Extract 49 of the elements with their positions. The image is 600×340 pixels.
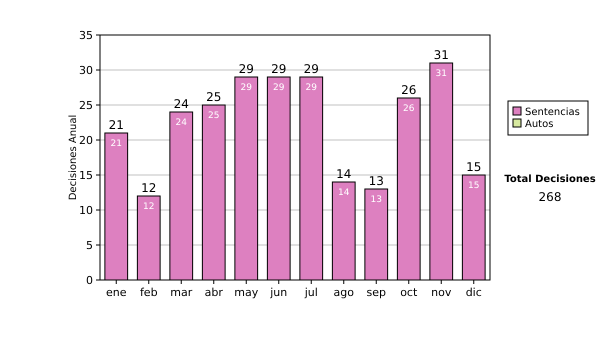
text: 268	[538, 190, 562, 204]
y-tick-label: 5	[86, 239, 93, 252]
data-label: 29	[273, 83, 285, 93]
x-tick-label: sep	[366, 286, 386, 299]
total-label: 12	[141, 181, 156, 195]
data-label: 29	[240, 83, 252, 93]
x-tick-label: abr	[204, 286, 224, 299]
y-tick-label: 10	[79, 204, 93, 217]
y-axis-title: Decisiones Anual	[68, 114, 79, 200]
total-label: 29	[271, 62, 286, 76]
data-label: 15	[468, 181, 480, 191]
total-label: 25	[206, 90, 222, 104]
x-tick-label: ene	[106, 286, 127, 299]
data-label: 29	[306, 83, 318, 93]
data-label: 21	[110, 139, 122, 149]
total-label: 29	[304, 62, 319, 76]
x-tick-label: feb	[140, 286, 158, 299]
data-label: 12	[143, 202, 154, 212]
total-label: 29	[238, 62, 254, 76]
total-label: 15	[466, 160, 482, 174]
total-label: 31	[434, 48, 449, 62]
data-label: 14	[338, 188, 350, 198]
x-tick-label: nov	[431, 286, 452, 299]
x-tick-label: oct	[400, 286, 418, 299]
data-label: 24	[176, 118, 188, 128]
x-tick-label: ago	[334, 286, 354, 299]
legend-label: Autos	[525, 119, 554, 130]
x-tick-label: may	[234, 286, 259, 299]
y-tick-label: 25	[79, 99, 93, 112]
y-tick-label: 0	[86, 274, 93, 287]
total-label: 13	[368, 174, 384, 188]
x-tick-label: mar	[170, 286, 193, 299]
legend-label: Sentencias	[525, 107, 580, 118]
total-label: 26	[401, 83, 416, 97]
text: Total Decisiones	[504, 174, 596, 185]
data-label: 13	[370, 195, 382, 205]
data-label: 26	[403, 104, 415, 114]
x-tick-label: dic	[466, 286, 482, 299]
y-tick-label: 35	[79, 29, 93, 42]
total-label: 24	[174, 97, 189, 111]
x-tick-label: jul	[304, 286, 318, 299]
data-label: 25	[208, 111, 220, 121]
y-tick-label: 20	[79, 134, 93, 147]
y-tick-label: 15	[79, 169, 93, 182]
y-tick-label: 30	[79, 64, 93, 77]
x-tick-label: jun	[269, 286, 288, 299]
data-label: 31	[436, 69, 447, 79]
total-label: 21	[108, 118, 124, 132]
total-label: 14	[336, 167, 352, 181]
